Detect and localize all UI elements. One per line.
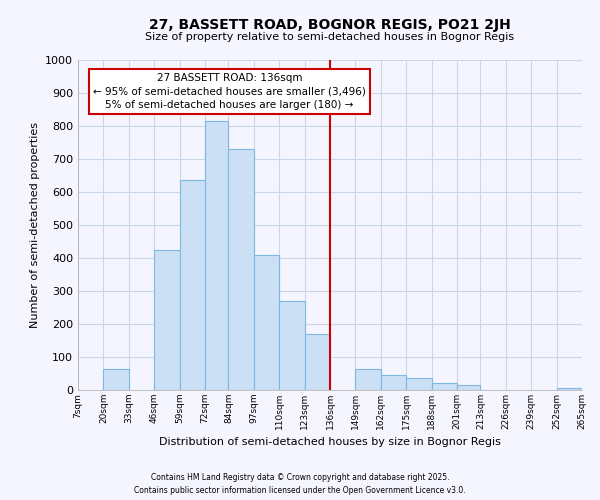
Bar	[279, 301, 305, 390]
Bar	[179, 180, 205, 390]
Bar	[205, 121, 229, 390]
Bar	[406, 378, 431, 390]
Bar	[305, 334, 330, 390]
Bar	[103, 368, 129, 390]
Bar	[229, 149, 254, 390]
Bar	[381, 375, 406, 390]
Text: 27 BASSETT ROAD: 136sqm
← 95% of semi-detached houses are smaller (3,496)
5% of : 27 BASSETT ROAD: 136sqm ← 95% of semi-de…	[93, 73, 366, 110]
Bar	[254, 254, 279, 390]
Bar	[355, 368, 381, 390]
Bar	[154, 250, 179, 390]
Bar	[431, 384, 457, 390]
Bar	[557, 388, 582, 390]
Text: Size of property relative to semi-detached houses in Bognor Regis: Size of property relative to semi-detach…	[145, 32, 515, 42]
Text: Contains HM Land Registry data © Crown copyright and database right 2025.: Contains HM Land Registry data © Crown c…	[151, 474, 449, 482]
Y-axis label: Number of semi-detached properties: Number of semi-detached properties	[29, 122, 40, 328]
X-axis label: Distribution of semi-detached houses by size in Bognor Regis: Distribution of semi-detached houses by …	[159, 438, 501, 448]
Bar	[457, 385, 481, 390]
Text: Contains public sector information licensed under the Open Government Licence v3: Contains public sector information licen…	[134, 486, 466, 495]
Text: 27, BASSETT ROAD, BOGNOR REGIS, PO21 2JH: 27, BASSETT ROAD, BOGNOR REGIS, PO21 2JH	[149, 18, 511, 32]
